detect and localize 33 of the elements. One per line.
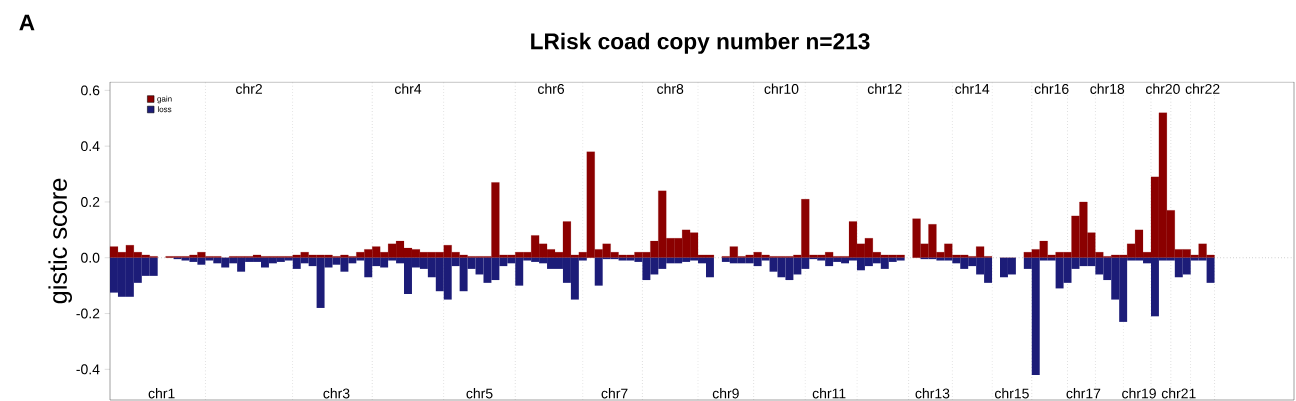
text: A	[19, 14, 35, 31]
x-tick-label: chr6	[537, 83, 565, 94]
x-tick-label: chr13	[915, 388, 950, 399]
x-tick-label: chr1	[148, 388, 175, 399]
x-tick-label: chr21	[1161, 388, 1196, 399]
x-tick-label: chr8	[657, 83, 684, 94]
x-tick-label: chr19	[1122, 388, 1156, 399]
y-tick-label: -0.4	[76, 364, 100, 375]
x-tick-label: chr12	[867, 83, 902, 94]
y-axis-title: gistic score	[48, 178, 73, 304]
x-tick-label: chr4	[394, 83, 422, 94]
x-tick-label: chr2	[236, 83, 262, 94]
x-tick-label: chr22	[1185, 83, 1220, 94]
y-tick-label: 0.4	[81, 141, 100, 152]
x-tick-label: chr14	[955, 83, 990, 94]
x-tick-label: chr16	[1034, 83, 1069, 94]
x-tick-label: chr5	[466, 388, 493, 399]
y-tick-label: 0.6	[81, 85, 100, 96]
legend-label: loss	[157, 106, 172, 113]
x-tick-label: chr20	[1145, 83, 1180, 94]
x-tick-label: chr18	[1090, 83, 1125, 94]
y-tick-label: 0.0	[81, 252, 100, 263]
x-tick-label: chr3	[323, 388, 350, 399]
x-tick-label: chr15	[994, 388, 1029, 399]
x-tick-label: chr9	[712, 388, 739, 399]
y-tick-label: -0.2	[76, 308, 100, 319]
y-tick-label: 0.2	[81, 197, 100, 207]
x-tick-label: chr17	[1066, 388, 1101, 399]
x-tick-label: chr11	[812, 388, 846, 399]
legend-label: gain	[157, 95, 172, 104]
x-tick-label: chr7	[601, 388, 628, 399]
x-tick-label: chr10	[764, 83, 799, 94]
chart-title: LRisk coad copy number n=213	[531, 32, 870, 54]
